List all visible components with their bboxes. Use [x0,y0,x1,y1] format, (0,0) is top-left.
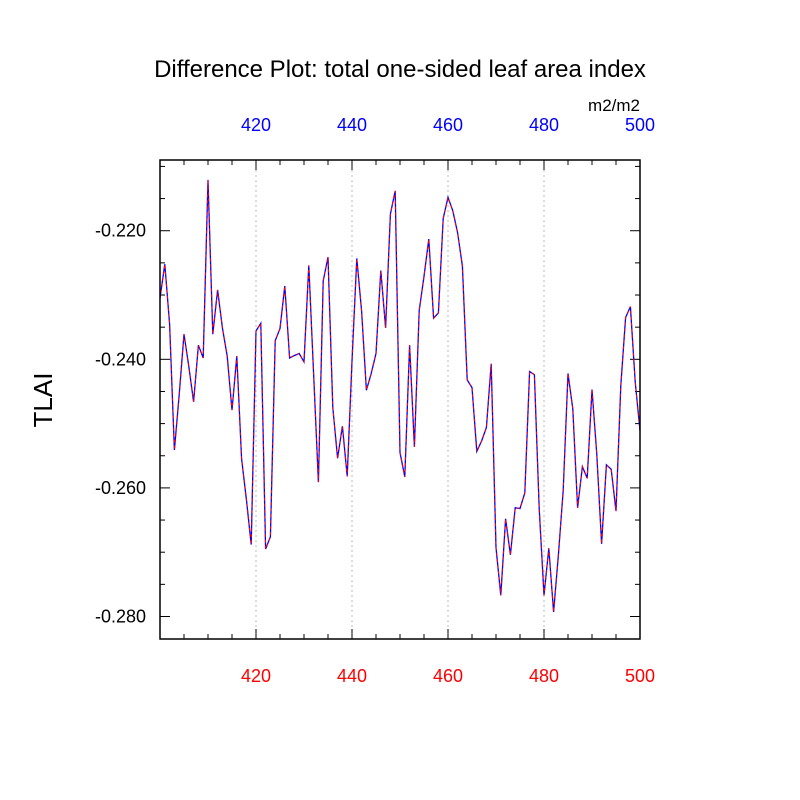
y-tick-label: -0.280 [95,606,146,626]
x-tick-label-bottom: 500 [625,666,655,686]
x-tick-label-bottom: 440 [337,666,367,686]
x-tick-label-top: 460 [433,115,463,135]
axis-tick-labels: 420 420 440 440 460 460 480 480 500 500 -0.220 -0.2… [95,115,655,686]
plot-frame [159,159,641,640]
y-axis-label: TLAI [28,373,58,428]
vertical-grid-lines [255,160,545,639]
y-tick-label: -0.260 [95,478,146,498]
units-label: m2/m2 [588,96,640,115]
chart-title: Difference Plot: total one-sided leaf ar… [154,56,646,83]
series-line-blue [159,179,641,613]
x-tick-label-bottom: 420 [241,666,271,686]
x-tick-label-top: 420 [241,115,271,135]
series-line-red-dashed [159,179,641,613]
x-tick-label-bottom: 480 [529,666,559,686]
data-series [159,179,641,613]
x-tick-label-top: 480 [529,115,559,135]
axis-ticks [160,160,641,639]
y-tick-label: -0.220 [95,221,146,241]
x-tick-label-top: 500 [625,115,655,135]
x-tick-label-top: 440 [337,115,367,135]
y-tick-label: -0.240 [95,349,146,369]
x-tick-label-bottom: 460 [433,666,463,686]
